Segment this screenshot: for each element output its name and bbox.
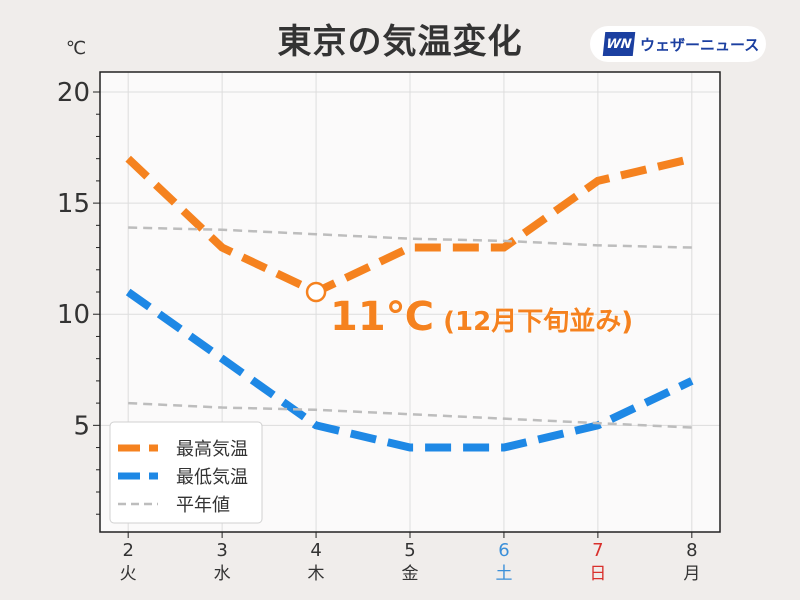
weekday-label: 金 (402, 564, 419, 584)
y-axis-label: ℃ (66, 38, 86, 59)
legend-label: 最低気温 (176, 467, 248, 488)
x-tick-label: 5 (404, 540, 415, 561)
y-tick-label: 10 (57, 300, 90, 330)
x-tick-label: 4 (310, 540, 321, 561)
legend-label: 平年値 (176, 495, 230, 516)
annotation-text: 11℃ (12月下旬並み) (330, 294, 633, 340)
weathernews-logo: WN ウェザーニュース (590, 26, 766, 62)
x-tick-label: 8 (686, 540, 697, 561)
logo-text: ウェザーニュース (640, 35, 760, 54)
legend-label: 最高気温 (176, 439, 248, 460)
series-line-high (125, 154, 693, 297)
y-tick-label: 5 (73, 411, 90, 441)
legend-box (109, 421, 263, 524)
x-tick-label: 2 (122, 540, 133, 561)
x-tick-label: 7 (592, 540, 603, 561)
page-title: 東京の気温変化 (277, 22, 523, 62)
weekday-label: 火 (120, 564, 137, 584)
x-tick-label: 3 (216, 540, 227, 561)
weekday-label: 木 (308, 564, 325, 584)
annotation-subtext: (12月下旬並み) (434, 307, 633, 337)
x-tick-label: 6 (498, 540, 509, 561)
annotation-marker (305, 281, 327, 303)
weekday-label: 日 (589, 564, 606, 584)
weekday-label: 水 (214, 564, 231, 584)
weekday-label: 土 (495, 564, 512, 584)
y-tick-label: 15 (57, 189, 90, 219)
weekday-label: 月 (683, 564, 700, 584)
series-line-normal (128, 401, 692, 429)
y-tick-label: 20 (57, 78, 90, 108)
annotation-value: 11℃ (330, 294, 434, 340)
series-line-normal (128, 226, 692, 249)
series-line-low (125, 288, 694, 452)
